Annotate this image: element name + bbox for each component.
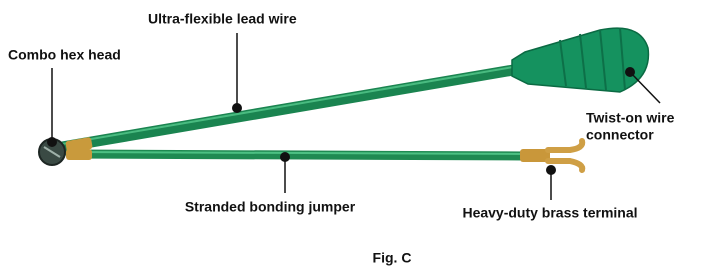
label: Twist-on wire (586, 110, 675, 126)
callout-dot (280, 152, 290, 162)
brass-crimp (66, 149, 92, 160)
callout-dot (47, 137, 57, 147)
label: Stranded bonding jumper (185, 199, 356, 215)
label: Heavy-duty brass terminal (462, 205, 637, 221)
lead-highlight (62, 65, 525, 144)
callout-dot (232, 103, 242, 113)
label: Combo hex head (8, 47, 121, 63)
callout-dot (546, 165, 556, 175)
lead-wire (62, 68, 525, 147)
leader-line (630, 72, 660, 103)
caption: Fig. C (373, 250, 412, 266)
label: connector (586, 127, 654, 143)
callout-dot (625, 67, 635, 77)
label: Ultra-flexible lead wire (148, 11, 297, 27)
diagram: Ultra-flexible lead wire Combo hex head … (0, 0, 702, 269)
